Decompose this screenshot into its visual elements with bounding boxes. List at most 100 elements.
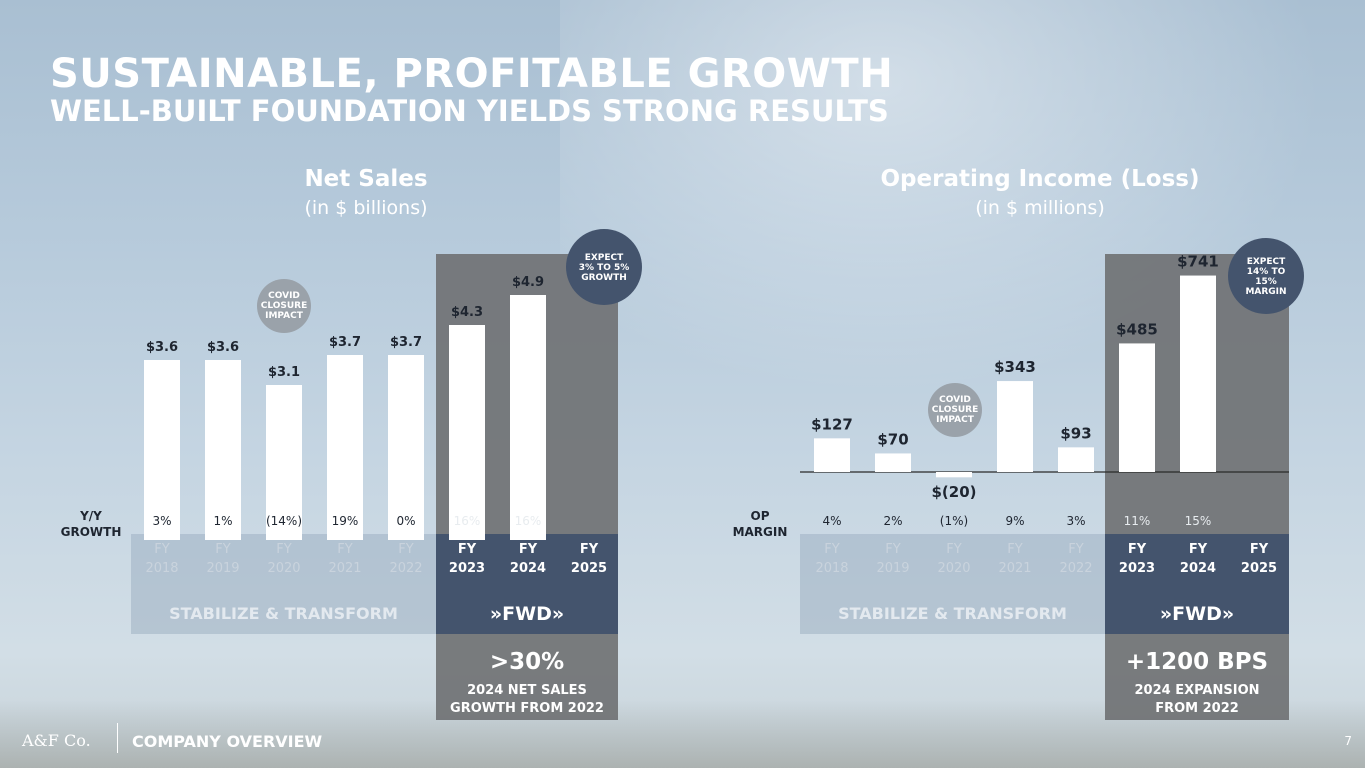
chart1-highlight-caption: GROWTH FROM 2022 (450, 701, 604, 716)
chart2-value-label: $343 (994, 358, 1036, 376)
chart2-bar (936, 472, 972, 478)
operating-income-title: Operating Income (Loss) (880, 166, 1200, 192)
chart1-covid-text: CLOSURE (261, 301, 308, 311)
chart1-category-label: 2023 (449, 561, 485, 576)
chart1-row-value: 16% (515, 514, 542, 528)
chart2-category-label: FY (1068, 542, 1083, 557)
chart2-covid-text: CLOSURE (932, 405, 979, 415)
chart2-category-label: 2025 (1241, 561, 1277, 576)
chart2-row-value: 3% (1066, 514, 1085, 528)
chart1-row-value: 3% (152, 514, 171, 528)
chart2-row-value: 4% (822, 514, 841, 528)
chart2-fwd-band (1105, 534, 1289, 634)
chart1-category-label: FY (215, 542, 230, 557)
chart2-category-label: FY (1007, 542, 1022, 557)
chart1-category-label: FY (337, 542, 352, 557)
chart1-value-label: $3.6 (207, 340, 239, 355)
chart2-value-label: $(20) (931, 483, 976, 501)
chart2-category-label: 2018 (815, 561, 848, 576)
chart2-category-label: FY (1128, 542, 1147, 557)
chart2-bar (814, 438, 850, 472)
chart1-category-label: 2022 (389, 561, 422, 576)
chart2-row-value: (1%) (940, 514, 968, 528)
chart1-fwd-band (436, 534, 618, 634)
chart1-category-label: 2018 (145, 561, 178, 576)
chart2-value-label: $741 (1177, 253, 1219, 271)
chart2-row-value: 11% (1124, 514, 1151, 528)
chart2-category-label: FY (885, 542, 900, 557)
chart1-expect-text: 3% TO 5% (579, 263, 630, 273)
chart2-row-label: MARGIN (733, 525, 788, 539)
net-sales-title: Net Sales (304, 166, 428, 192)
chart1-covid-text: COVID (268, 291, 300, 301)
chart2-covid-text: COVID (939, 395, 971, 405)
chart1-category-label: FY (519, 542, 538, 557)
chart2-category-label: 2021 (998, 561, 1031, 576)
chart1-row-label: Y/Y (79, 509, 102, 523)
chart2-period-past: STABILIZE & TRANSFORM (838, 604, 1067, 623)
chart1-bar (144, 360, 180, 540)
operating-income-subtitle: (in $ millions) (975, 197, 1105, 219)
chart1-bar (388, 355, 424, 540)
chart1-bar (327, 355, 363, 540)
chart2-category-label: 2022 (1059, 561, 1092, 576)
chart2-expect-text: MARGIN (1245, 287, 1286, 297)
chart1-covid-badge (257, 279, 311, 333)
chart1-expect-text: EXPECT (585, 253, 624, 263)
chart1-bar (205, 360, 241, 540)
chart1-expect-badge (566, 229, 642, 305)
page-title: SUSTAINABLE, PROFITABLE GROWTH (50, 51, 894, 97)
chart2-highlight-caption: 2024 EXPANSION (1134, 683, 1259, 698)
chart2-category-label: FY (824, 542, 839, 557)
chart2-covid-text: IMPACT (936, 415, 975, 425)
chart2-category-label: 2019 (876, 561, 909, 576)
chart1-period-past: STABILIZE & TRANSFORM (169, 604, 398, 623)
chart1-past-band (131, 534, 436, 634)
chart1-category-label: 2025 (571, 561, 607, 576)
page-number: 7 (1344, 734, 1352, 748)
chart2-category-label: 2024 (1180, 561, 1216, 576)
chart2-expect-text: 15% (1255, 277, 1277, 287)
chart2-value-label: $127 (811, 415, 853, 433)
chart1-row-value: 16% (454, 514, 481, 528)
chart2-bar (875, 453, 911, 472)
chart1-bar (266, 385, 302, 540)
chart2-value-label: $93 (1060, 424, 1091, 442)
chart2-highlight-value: +1200 BPS (1126, 649, 1268, 675)
chart1-category-label: FY (458, 542, 477, 557)
chart1-highlight-value: >30% (490, 649, 564, 675)
chart1-row-value: 1% (213, 514, 232, 528)
chart2-bar (997, 381, 1033, 472)
chart2-past-band (800, 534, 1105, 634)
chart2-category-label: 2023 (1119, 561, 1155, 576)
chart1-category-label: 2020 (267, 561, 300, 576)
chart2-category-label: FY (1189, 542, 1208, 557)
chart1-category-label: 2024 (510, 561, 546, 576)
chart1-value-label: $3.7 (390, 335, 422, 350)
chart1-category-label: FY (154, 542, 169, 557)
chart1-row-value: 19% (332, 514, 359, 528)
chart1-value-label: $3.1 (268, 365, 300, 380)
chart2-highlight-caption: FROM 2022 (1155, 701, 1239, 716)
chart1-category-label: 2019 (206, 561, 239, 576)
footer-section: COMPANY OVERVIEW (132, 732, 323, 751)
chart1-category-label: FY (276, 542, 291, 557)
chart2-category-label: 2020 (937, 561, 970, 576)
chart2-value-label: $70 (877, 430, 908, 448)
chart2-row-label: OP (751, 509, 770, 523)
chart2-covid-badge (928, 383, 982, 437)
footer-divider (117, 723, 118, 753)
chart1-value-label: $3.7 (329, 335, 361, 350)
chart1-category-label: FY (398, 542, 413, 557)
chart1-category-label: 2021 (328, 561, 361, 576)
chart1-bar (510, 295, 546, 540)
chart2-value-label: $485 (1116, 320, 1158, 338)
chart2-row-value: 2% (883, 514, 902, 528)
chart1-bar (449, 325, 485, 540)
company-logo: A&F Co. (22, 731, 91, 750)
chart1-expect-text: GROWTH (581, 273, 627, 283)
chart2-row-value: 15% (1185, 514, 1212, 528)
chart2-expect-text: 14% TO (1247, 267, 1286, 277)
chart1-row-value: (14%) (266, 514, 302, 528)
